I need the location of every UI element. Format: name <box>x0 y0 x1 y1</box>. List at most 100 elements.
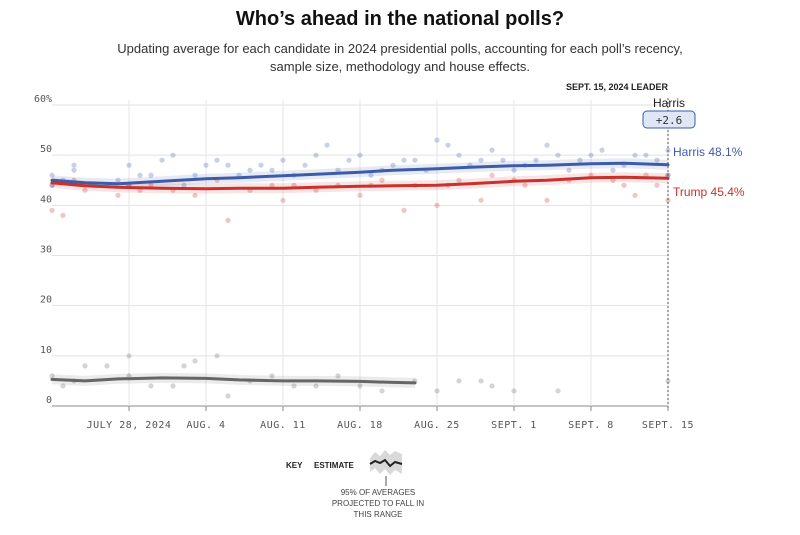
trump-poll-dot <box>192 192 198 198</box>
trump-series-label: Trump 45.4% <box>673 185 745 199</box>
harris-poll-dot <box>511 167 517 173</box>
harris-poll-dot <box>368 172 374 178</box>
chart-key: KEY ESTIMATE 95% OF AVERAGES PROJECTED T… <box>286 450 424 519</box>
harris-poll-dot <box>324 142 330 148</box>
other-average-line <box>50 376 417 385</box>
trump-poll-dot <box>401 207 407 213</box>
other-poll-dot <box>82 363 88 369</box>
other-poll-dot <box>60 383 66 389</box>
harris-poll-dot <box>126 162 132 168</box>
y-tick-label: 0 <box>46 395 52 406</box>
other-poll-dot <box>170 383 176 389</box>
harris-average-line <box>50 161 670 186</box>
trump-poll-dot <box>82 187 88 193</box>
harris-poll-dot <box>577 157 583 163</box>
gridlines <box>52 100 669 407</box>
other-poll-dot <box>181 363 187 369</box>
x-tick-label: SEPT. 1 <box>491 420 537 431</box>
leader-annotation: SEPT. 15, 2024 LEADER Harris +2.6 <box>566 82 696 410</box>
other-poll-dot <box>379 388 385 394</box>
key-range-caption-2: PROJECTED TO FALL IN <box>332 499 425 508</box>
other-poll-dot <box>148 383 154 389</box>
x-tick-label: SEPT. 15 <box>642 420 694 431</box>
trump-poll-dot <box>544 197 550 203</box>
harris-poll-dot <box>258 162 264 168</box>
harris-poll-dot <box>610 167 616 173</box>
leader-name: Harris <box>653 96 685 110</box>
harris-poll-dot <box>137 172 143 178</box>
y-axis: 0 10 20 30 40 50 60% <box>34 94 52 406</box>
harris-poll-dot <box>280 157 286 163</box>
trump-poll-dot <box>313 187 319 193</box>
trump-poll-dot <box>632 192 638 198</box>
harris-poll-dot <box>203 162 209 168</box>
harris-poll-dot <box>478 157 484 163</box>
harris-poll-dot <box>390 162 396 168</box>
other-poll-dot <box>291 383 297 389</box>
trump-poll-dot <box>610 177 616 183</box>
other-poll-dot <box>225 393 231 399</box>
trump-poll-dot <box>225 217 231 223</box>
harris-poll-dot <box>71 162 77 168</box>
harris-poll-dot <box>445 142 451 148</box>
leader-heading: SEPT. 15, 2024 LEADER <box>566 82 669 92</box>
other-poll-dot <box>126 353 132 359</box>
harris-poll-dot <box>533 157 539 163</box>
x-tick-label: JULY 28, 2024 <box>87 420 172 431</box>
harris-poll-dot <box>225 162 231 168</box>
trump-poll-dot <box>280 197 286 203</box>
trump-poll-dot <box>489 172 495 178</box>
harris-poll-dot <box>401 157 407 163</box>
x-tick-label: SEPT. 8 <box>568 420 614 431</box>
harris-poll-dot <box>632 152 638 158</box>
harris-poll-dot <box>566 167 572 173</box>
harris-poll-dot <box>555 152 561 158</box>
harris-poll-dot <box>49 172 55 178</box>
y-tick-label: 10 <box>40 345 52 356</box>
harris-poll-dot <box>599 147 605 153</box>
chart-subtitle: Updating average for each candidate in 2… <box>117 41 683 74</box>
leader-margin-box <box>642 110 696 129</box>
harris-poll-dot <box>159 157 165 163</box>
trump-poll-dot <box>357 192 363 198</box>
key-estimate-label: ESTIMATE <box>314 461 355 470</box>
key-range-caption-1: 95% OF AVERAGES <box>341 488 416 497</box>
x-tick-label: AUG. 25 <box>414 420 460 431</box>
chart-title: Who’s ahead in the national polls? <box>235 8 565 30</box>
trump-poll-dot <box>269 182 275 188</box>
trump-poll-dot <box>621 182 627 188</box>
harris-poll-dot <box>247 167 253 173</box>
trump-poll-dot <box>665 197 671 203</box>
other-poll-dot <box>456 378 462 384</box>
trump-poll-dot <box>478 197 484 203</box>
harris-poll-dot <box>588 152 594 158</box>
other-poll-dot <box>192 358 198 364</box>
y-tick-label: 60% <box>34 94 52 105</box>
harris-poll-dot <box>170 152 176 158</box>
other-poll-dot <box>434 388 440 394</box>
other-poll-dot <box>335 373 341 379</box>
y-tick-label: 40 <box>40 194 52 205</box>
trump-poll-dot <box>115 192 121 198</box>
harris-poll-dot <box>335 167 341 173</box>
y-tick-label: 20 <box>40 295 52 306</box>
harris-poll-dot <box>302 162 308 168</box>
other-poll-dot <box>49 373 55 379</box>
other-poll-dot <box>665 378 671 384</box>
x-tick-label: AUG. 4 <box>186 420 225 431</box>
harris-poll-dot <box>181 182 187 188</box>
other-poll-dot <box>104 363 110 369</box>
x-axis: JULY 28, 2024 AUG. 4 AUG. 11 AUG. 18 AUG. 25… <box>87 406 694 431</box>
y-tick-label: 50 <box>40 144 52 155</box>
harris-poll-dot <box>346 157 352 163</box>
harris-poll-dot <box>269 167 275 173</box>
x-tick-label: AUG. 11 <box>260 420 306 431</box>
leader-margin: +2.6 <box>656 114 683 127</box>
harris-poll-dot <box>434 137 440 143</box>
harris-poll-dot <box>71 167 77 173</box>
harris-series-label: Harris 48.1% <box>673 145 743 159</box>
other-poll-dot <box>478 378 484 384</box>
other-poll-dot <box>357 383 363 389</box>
trump-poll-dot <box>49 207 55 213</box>
